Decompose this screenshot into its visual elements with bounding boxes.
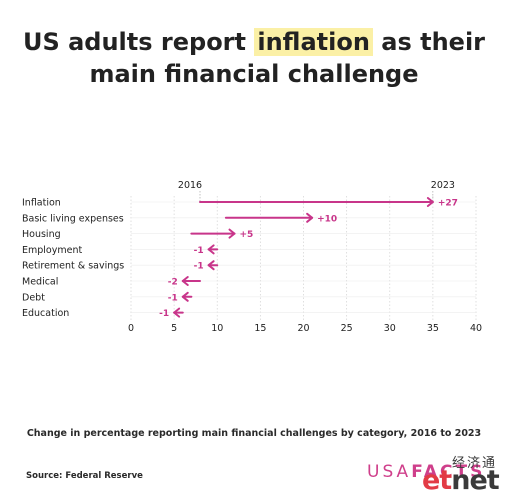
usafacts-logo: USAFACTS bbox=[367, 462, 485, 482]
title-highlight: inflation bbox=[254, 28, 373, 56]
arrow-head bbox=[207, 260, 215, 271]
x-tick-label: 30 bbox=[384, 323, 396, 334]
x-tick-label: 15 bbox=[254, 323, 266, 334]
title-text-before: US adults report bbox=[22, 28, 255, 56]
chart-caption: Change in percentage reporting main fina… bbox=[26, 428, 482, 439]
watermark-chinese: 经济通 bbox=[452, 456, 498, 471]
x-tick-label: 25 bbox=[341, 323, 353, 334]
category-label: Medical bbox=[22, 277, 58, 288]
x-tick-label: 10 bbox=[211, 323, 223, 334]
x-tick-label: 40 bbox=[470, 323, 482, 334]
arrow-head bbox=[228, 228, 236, 239]
source-note: Source: Federal Reserve bbox=[26, 471, 143, 481]
x-tick-label: 20 bbox=[297, 323, 309, 334]
series-label-end: 2023 bbox=[431, 180, 455, 191]
x-tick-label: 35 bbox=[427, 323, 439, 334]
category-label: Education bbox=[22, 308, 69, 319]
arrow-head bbox=[181, 291, 189, 302]
change-data-label: +27 bbox=[438, 199, 458, 209]
category-label: Housing bbox=[22, 229, 61, 240]
change-data-label: -1 bbox=[194, 246, 204, 256]
chart-title: US adults report inflation as their main… bbox=[0, 26, 508, 90]
category-label: Inflation bbox=[22, 198, 61, 209]
watermark-et: et bbox=[422, 465, 452, 496]
change-data-label: -1 bbox=[159, 309, 169, 319]
etnet-watermark: 经济通 etnet bbox=[418, 450, 508, 499]
category-label: Basic living expenses bbox=[22, 213, 124, 224]
arrow-head bbox=[426, 197, 434, 207]
change-data-label: -1 bbox=[168, 293, 178, 303]
arrow-head bbox=[207, 244, 215, 255]
title-line-2: main financial challenge bbox=[89, 60, 419, 88]
change-data-label: -2 bbox=[168, 278, 178, 288]
arrow-head bbox=[173, 307, 181, 318]
category-label: Debt bbox=[22, 292, 45, 303]
change-data-label: +5 bbox=[240, 230, 254, 240]
logo-part-2: FACTS bbox=[411, 462, 486, 482]
arrow-head bbox=[306, 212, 314, 223]
category-label: Retirement & savings bbox=[22, 261, 124, 272]
series-label-start: 2016 bbox=[178, 180, 202, 191]
logo-part-1: USA bbox=[367, 462, 412, 482]
title-text-after: as their bbox=[372, 28, 486, 56]
title-line-1: US adults report inflation as their bbox=[0, 26, 508, 58]
watermark-net: net bbox=[451, 465, 499, 496]
x-tick-label: 0 bbox=[128, 323, 134, 334]
change-data-label: -1 bbox=[194, 262, 204, 272]
x-tick-label: 5 bbox=[171, 323, 177, 334]
arrow-head bbox=[181, 276, 189, 286]
category-label: Employment bbox=[22, 245, 82, 256]
change-data-label: +10 bbox=[317, 214, 337, 224]
watermark-logo: etnet bbox=[422, 465, 500, 496]
